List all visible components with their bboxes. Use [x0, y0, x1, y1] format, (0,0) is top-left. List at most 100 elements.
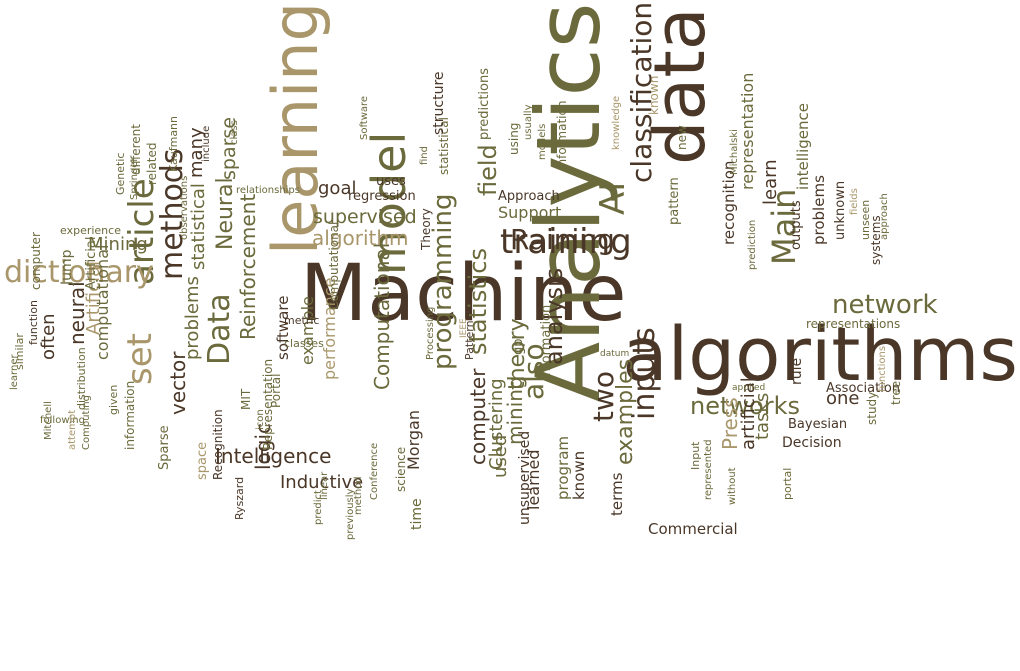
word: algorithms — [622, 312, 1018, 398]
word: known — [647, 75, 661, 115]
word: outputs — [789, 200, 804, 250]
word: related — [145, 142, 159, 185]
word: set — [120, 333, 160, 385]
word: program — [554, 435, 572, 500]
word: Conference — [369, 442, 380, 500]
word: Raining — [510, 223, 615, 256]
word: uses — [376, 174, 406, 189]
word: tree — [889, 380, 903, 405]
word: Recognition — [211, 409, 225, 480]
word: structure — [431, 71, 447, 135]
word: computer — [29, 232, 43, 290]
word: find — [419, 146, 430, 165]
word: Genetic — [114, 152, 127, 195]
word: classes — [284, 337, 324, 350]
word: Information — [555, 100, 569, 170]
word: predict — [313, 490, 324, 525]
word: AI — [593, 181, 633, 215]
word: Press — [718, 397, 742, 450]
word: training — [500, 222, 632, 262]
word: using — [507, 122, 521, 155]
word: without — [727, 467, 738, 505]
word: Input — [689, 441, 702, 470]
word: representations — [806, 317, 901, 331]
word: examples — [613, 358, 638, 465]
word: gp — [511, 338, 526, 355]
word: learner — [9, 354, 20, 390]
word: one — [826, 388, 860, 409]
word: intelligence — [794, 102, 812, 190]
word: Machine — [300, 249, 627, 339]
word: computer — [466, 368, 490, 465]
word: learned — [524, 449, 543, 510]
word: datum — [600, 349, 630, 359]
word: Neural — [213, 177, 238, 250]
word: unseen — [859, 199, 872, 240]
word: Ryszard — [233, 476, 246, 520]
word: Data — [202, 293, 237, 365]
word: Computational — [327, 221, 341, 310]
word: information — [123, 380, 137, 450]
word: new — [675, 125, 689, 150]
word: Artificial — [84, 236, 99, 290]
word: Reinforcement — [236, 193, 260, 340]
word: unknown — [833, 180, 848, 240]
word: time — [409, 498, 425, 530]
word: prediction — [747, 219, 758, 270]
word: Commercial — [648, 520, 738, 538]
word: Clustering — [486, 378, 507, 470]
word: Processing — [425, 306, 436, 360]
word: problems — [810, 175, 828, 245]
word: Michalski — [729, 129, 740, 175]
word: distribution — [75, 347, 88, 410]
word: software — [274, 295, 292, 360]
word: Intelligence — [215, 444, 332, 468]
word: metric — [284, 314, 320, 327]
word: goal — [318, 178, 357, 199]
word: Software — [359, 95, 370, 140]
word: method — [353, 476, 364, 515]
word: rule — [789, 357, 805, 385]
word: predictions — [477, 68, 492, 140]
word: vector — [166, 351, 190, 415]
word: Inductive — [280, 472, 364, 493]
word: terms — [608, 472, 626, 516]
word: network — [832, 290, 938, 320]
word: often — [38, 313, 59, 360]
word: supervised — [313, 206, 417, 228]
word: usually — [523, 104, 534, 141]
word: portal — [781, 467, 794, 500]
word: relationships — [236, 185, 300, 196]
word: models — [537, 123, 548, 160]
word: represented — [703, 439, 714, 500]
word: example — [298, 296, 317, 365]
word: Theory — [419, 208, 433, 250]
word: statistical — [188, 183, 209, 270]
word: representation — [738, 72, 757, 190]
word: functions — [877, 345, 888, 392]
word: Information — [539, 304, 554, 380]
word: fields — [849, 188, 860, 215]
word: experience — [60, 224, 121, 237]
word: learn — [760, 159, 781, 205]
word: applied — [732, 383, 766, 393]
word: networks — [690, 392, 800, 420]
word: algorithm — [312, 226, 409, 250]
word: Jump — [59, 249, 75, 285]
word: MIT — [239, 388, 253, 410]
word: Support — [498, 203, 562, 222]
word: following — [40, 415, 85, 426]
word: approach — [879, 193, 890, 240]
word: regression — [348, 189, 416, 204]
word: IEEE — [459, 318, 469, 338]
word: Decision — [782, 435, 842, 451]
word: Approach — [498, 189, 560, 204]
word: Springer — [129, 157, 140, 200]
word: Computational — [370, 242, 394, 390]
word: Association — [826, 381, 901, 396]
word: Kaufmann — [167, 115, 180, 172]
word: knowledge — [611, 95, 622, 150]
word: known — [570, 450, 588, 500]
word: function — [27, 300, 40, 345]
